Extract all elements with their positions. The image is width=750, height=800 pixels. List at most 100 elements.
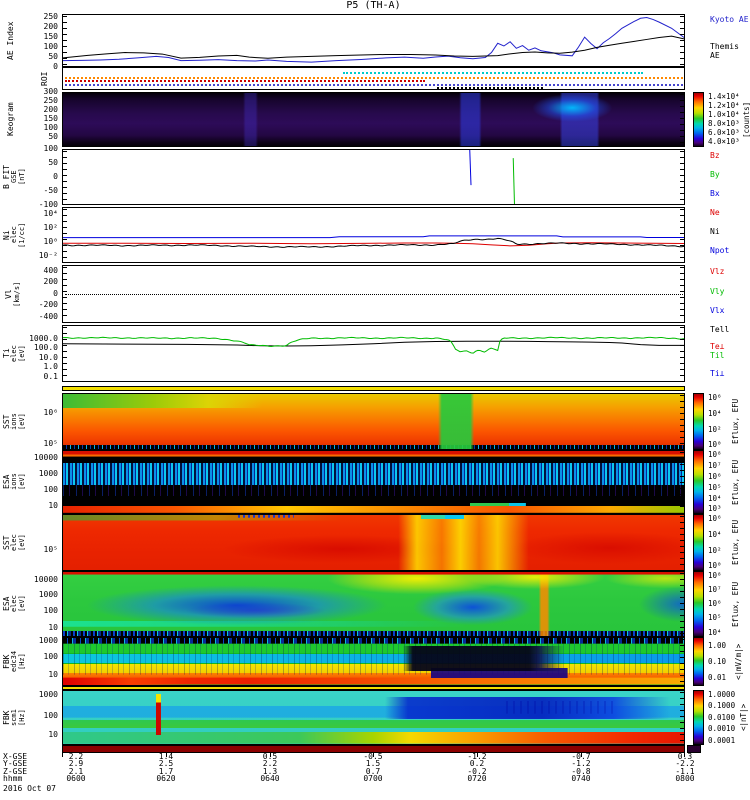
fbk-e-colorbar bbox=[693, 637, 704, 686]
ti-ytick: 10.0 bbox=[38, 353, 58, 362]
legend-ti-par: Til bbox=[710, 351, 725, 360]
cb-label: 10³ bbox=[708, 504, 722, 514]
time-column: 0.3 -2.2 -1.1 0800 bbox=[653, 752, 717, 784]
time-tick bbox=[581, 753, 582, 757]
sst-elec-colorbar bbox=[693, 514, 704, 571]
tick-comb bbox=[680, 452, 684, 512]
cb-label: 10⁶ bbox=[708, 599, 722, 609]
fbk-b-colorbar bbox=[693, 690, 704, 745]
cb-label: 0.0100 bbox=[708, 712, 736, 722]
legend-by: By bbox=[710, 170, 720, 179]
keogram-colorbar-unit: [counts] bbox=[742, 101, 750, 138]
tick-comb bbox=[680, 639, 684, 684]
fbk-e-ytick: 1000 bbox=[38, 636, 58, 645]
cb-label: 10⁴ bbox=[708, 529, 722, 539]
temperature-chart bbox=[63, 326, 684, 381]
date-label: 2016 Oct 07 bbox=[3, 784, 56, 793]
cb-label: 0.01 bbox=[708, 672, 727, 682]
time-value: 0800 bbox=[675, 774, 695, 784]
tick-comb bbox=[680, 395, 684, 448]
ni-ytick: 10⁴ bbox=[43, 209, 58, 218]
sst-ions-colorbar bbox=[693, 393, 704, 450]
keogram-colorbar-labels: 1.4×10⁴ 1.2×10⁴ 1.0×10⁴ 8.0×10³ 6.0×10³ … bbox=[708, 92, 742, 147]
time-value: 0640 bbox=[260, 774, 280, 784]
legend-vlx: Vlx bbox=[710, 306, 725, 315]
bfit-ytick: 50 bbox=[48, 158, 58, 167]
zgse-value: 1.7 bbox=[158, 766, 174, 776]
legend-ne: Ne bbox=[710, 208, 720, 217]
time-tick bbox=[166, 753, 167, 757]
zgse-value: -1.1 bbox=[675, 766, 695, 776]
legend-ti-perp: Ti⊥ bbox=[710, 369, 725, 378]
time-tick bbox=[62, 753, 63, 757]
roi-dotted-line-black bbox=[437, 87, 543, 89]
bfit-ytick: 100 bbox=[43, 144, 58, 153]
legend-themis-ae: Themis AE bbox=[710, 42, 739, 60]
esa-elec-colorbar bbox=[693, 571, 704, 637]
keogram-ytick: 300 bbox=[43, 87, 58, 96]
velocity-zero-line bbox=[65, 294, 683, 295]
esa-ions-colorbar-unit: Eflux, EFU bbox=[731, 459, 740, 505]
ti-ytick: 100.0 bbox=[33, 343, 58, 352]
zgse-row-label: Z-GSE bbox=[3, 766, 28, 776]
cb-label: 10⁴ bbox=[708, 408, 722, 418]
bottom-flag-bar-darkred bbox=[62, 745, 685, 753]
xgse-value: 2.2 bbox=[68, 752, 84, 761]
time-tick bbox=[477, 753, 478, 757]
xgse-value: 1.4 bbox=[158, 752, 174, 761]
tick-comb bbox=[680, 327, 684, 380]
tick-comb bbox=[63, 267, 67, 321]
xgse-value: -1.2 bbox=[467, 752, 487, 761]
time-column: -0.7 -1.2 -0.8 0740 bbox=[549, 752, 613, 783]
ae-index-panel bbox=[62, 14, 685, 67]
esa-ions-colorbar bbox=[693, 450, 704, 514]
time-column: -1.2 0.2 -0.2 0720 bbox=[445, 752, 509, 783]
ygse-row-label: Y-GSE bbox=[3, 759, 28, 769]
tick-comb bbox=[63, 151, 67, 203]
time-value: 0700 bbox=[363, 774, 383, 784]
cb-label: 10⁰ bbox=[708, 561, 722, 571]
cb-label: 0.10 bbox=[708, 656, 727, 666]
vl-ytick: -200 bbox=[38, 300, 58, 309]
cb-label: 10⁴ bbox=[708, 627, 722, 637]
keogram-ytick: 50 bbox=[48, 132, 58, 141]
time-tick bbox=[684, 753, 685, 757]
esa-elec-spectrogram bbox=[62, 571, 685, 637]
legend-kyoto-ae: Kyoto AE bbox=[710, 15, 749, 24]
tick-comb bbox=[680, 94, 684, 145]
tick-comb bbox=[680, 573, 684, 635]
esa-elec-ytick: 10000 bbox=[33, 575, 58, 584]
xgse-row-label: X-GSE bbox=[3, 752, 28, 761]
fbk-b-ytick: 1000 bbox=[38, 690, 58, 699]
roi-dotted-line-blue bbox=[65, 84, 683, 86]
tick-comb bbox=[63, 209, 67, 261]
ae-ytick: 200 bbox=[43, 22, 58, 31]
fbk-e-colorbar-labels: 1.00 0.10 0.01 bbox=[708, 637, 732, 686]
legend-vly: Vly bbox=[710, 287, 725, 296]
cb-label: 1.2×10⁴ bbox=[708, 101, 740, 111]
bfit-chart bbox=[63, 150, 684, 204]
hhmm-row-label: hhmm bbox=[3, 774, 23, 784]
cb-label: 10⁴ bbox=[708, 493, 722, 503]
zgse-value: -0.2 bbox=[467, 766, 487, 776]
bfit-ytick: 0 bbox=[53, 172, 58, 181]
ae-ytick: 250 bbox=[43, 12, 58, 21]
esa-elec-colorbar-labels: 10⁸ 10⁷ 10⁶ 10⁵ 10⁴ bbox=[708, 571, 728, 637]
ae-index-chart bbox=[63, 15, 684, 66]
ae-ytick: 100 bbox=[43, 42, 58, 51]
keogram-spectrogram bbox=[62, 92, 685, 147]
time-value: 0620 bbox=[156, 774, 176, 784]
keogram-ytick: 250 bbox=[43, 96, 58, 105]
fbk-e-ytick: 10 bbox=[48, 670, 58, 679]
bottom-flag-end-square bbox=[687, 745, 701, 753]
ae-ytick: 50 bbox=[48, 52, 58, 61]
fbk-bfield-spectrogram bbox=[62, 690, 685, 745]
keogram-axis-label: Keogram bbox=[6, 102, 15, 137]
sst-elec-axis-unit: [eV] bbox=[18, 534, 26, 551]
roi-dotted-line-cyan bbox=[343, 72, 643, 74]
time-column: -0.5 1.5 0.7 0700 bbox=[341, 752, 405, 784]
legend-ni: Ni bbox=[710, 227, 720, 236]
legend-te-par: Tell bbox=[710, 325, 730, 334]
separator-bar-yellow bbox=[62, 686, 685, 690]
